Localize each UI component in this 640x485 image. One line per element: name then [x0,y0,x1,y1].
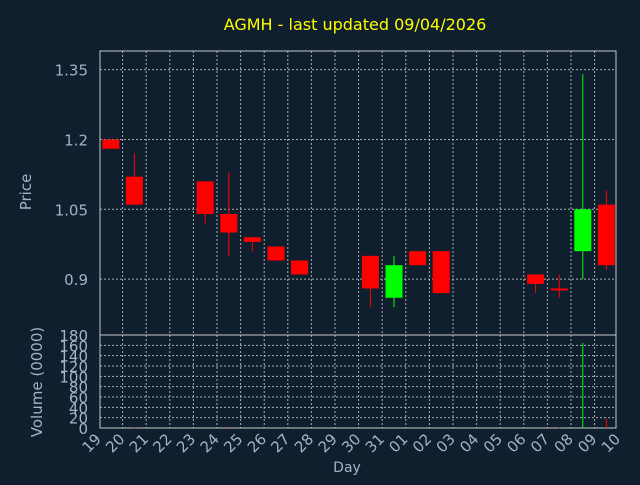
candle-body [409,251,427,266]
candle-body [125,176,143,205]
x-tick-label: 23 [173,430,199,456]
candle-body [267,246,285,261]
x-tick-label: 21 [126,430,152,456]
price-axis-label: Price [17,174,35,211]
candle-body [243,237,261,242]
volume-tick-label: 160 [59,337,88,355]
price-panel-frame [99,50,617,336]
volume-tick-label: 60 [69,389,88,407]
volume-tick-label: 40 [69,399,88,417]
x-tick-label: 05 [480,430,506,456]
x-tick-label: 03 [433,430,459,456]
volume-tick-label: 0 [78,420,88,438]
candles [102,74,615,308]
volume-bars [133,342,607,428]
x-tick-label: 20 [102,430,128,456]
price-tick-label: 0.9 [64,271,88,289]
x-tick-label: 04 [456,430,482,456]
candle-body [550,288,568,291]
x-axis-label: Day [333,460,361,476]
volume-tick-label: 100 [59,368,88,386]
candle-body [385,265,403,298]
price-grid [100,51,616,335]
price-axis-ticks: 0.9 1.05 1.2 1.35 [55,62,88,290]
candle-body [102,139,120,149]
volume-tick-label: 120 [59,358,88,376]
x-tick-label: 25 [220,430,246,456]
candle-body [432,251,450,294]
candle-body [196,181,214,214]
candle-body [291,260,309,275]
x-tick-label: 28 [291,430,317,456]
candle-body [574,209,592,252]
x-tick-label: 02 [409,430,435,456]
x-axis-ticks: 1920212223242526272829303101020304050607… [79,430,624,456]
chart-title: AGMH - last updated 09/04/2026 [224,15,487,34]
x-tick-label: 07 [527,430,553,456]
x-tick-label: 01 [385,430,411,456]
x-tick-label: 08 [551,430,577,456]
price-tick-label: 1.35 [55,62,88,80]
volume-axis-label: Volume (0000) [28,327,46,437]
candle-body [527,274,545,284]
x-tick-label: 24 [197,430,223,456]
volume-grid [100,335,616,428]
price-tick-label: 1.2 [64,131,88,149]
candle-body [220,213,238,233]
volume-tick-label: 20 [69,410,88,428]
volume-tick-label: 140 [59,348,88,366]
x-tick-label: 06 [503,430,529,456]
price-tick-label: 1.05 [55,201,88,219]
x-tick-label: 10 [598,430,624,456]
candle-body [361,255,379,289]
x-tick-label: 31 [362,430,388,456]
candle-body [597,204,615,266]
x-tick-label: 27 [267,430,293,456]
x-tick-label: 30 [338,430,364,456]
volume-tick-label: 80 [69,379,88,397]
x-tick-label: 29 [315,430,341,456]
volume-panel-frame [99,334,617,429]
x-tick-label: 26 [244,430,270,456]
x-tick-label: 22 [149,430,175,456]
x-tick-label: 09 [574,430,600,456]
volume-tick-label: 180 [59,327,88,345]
